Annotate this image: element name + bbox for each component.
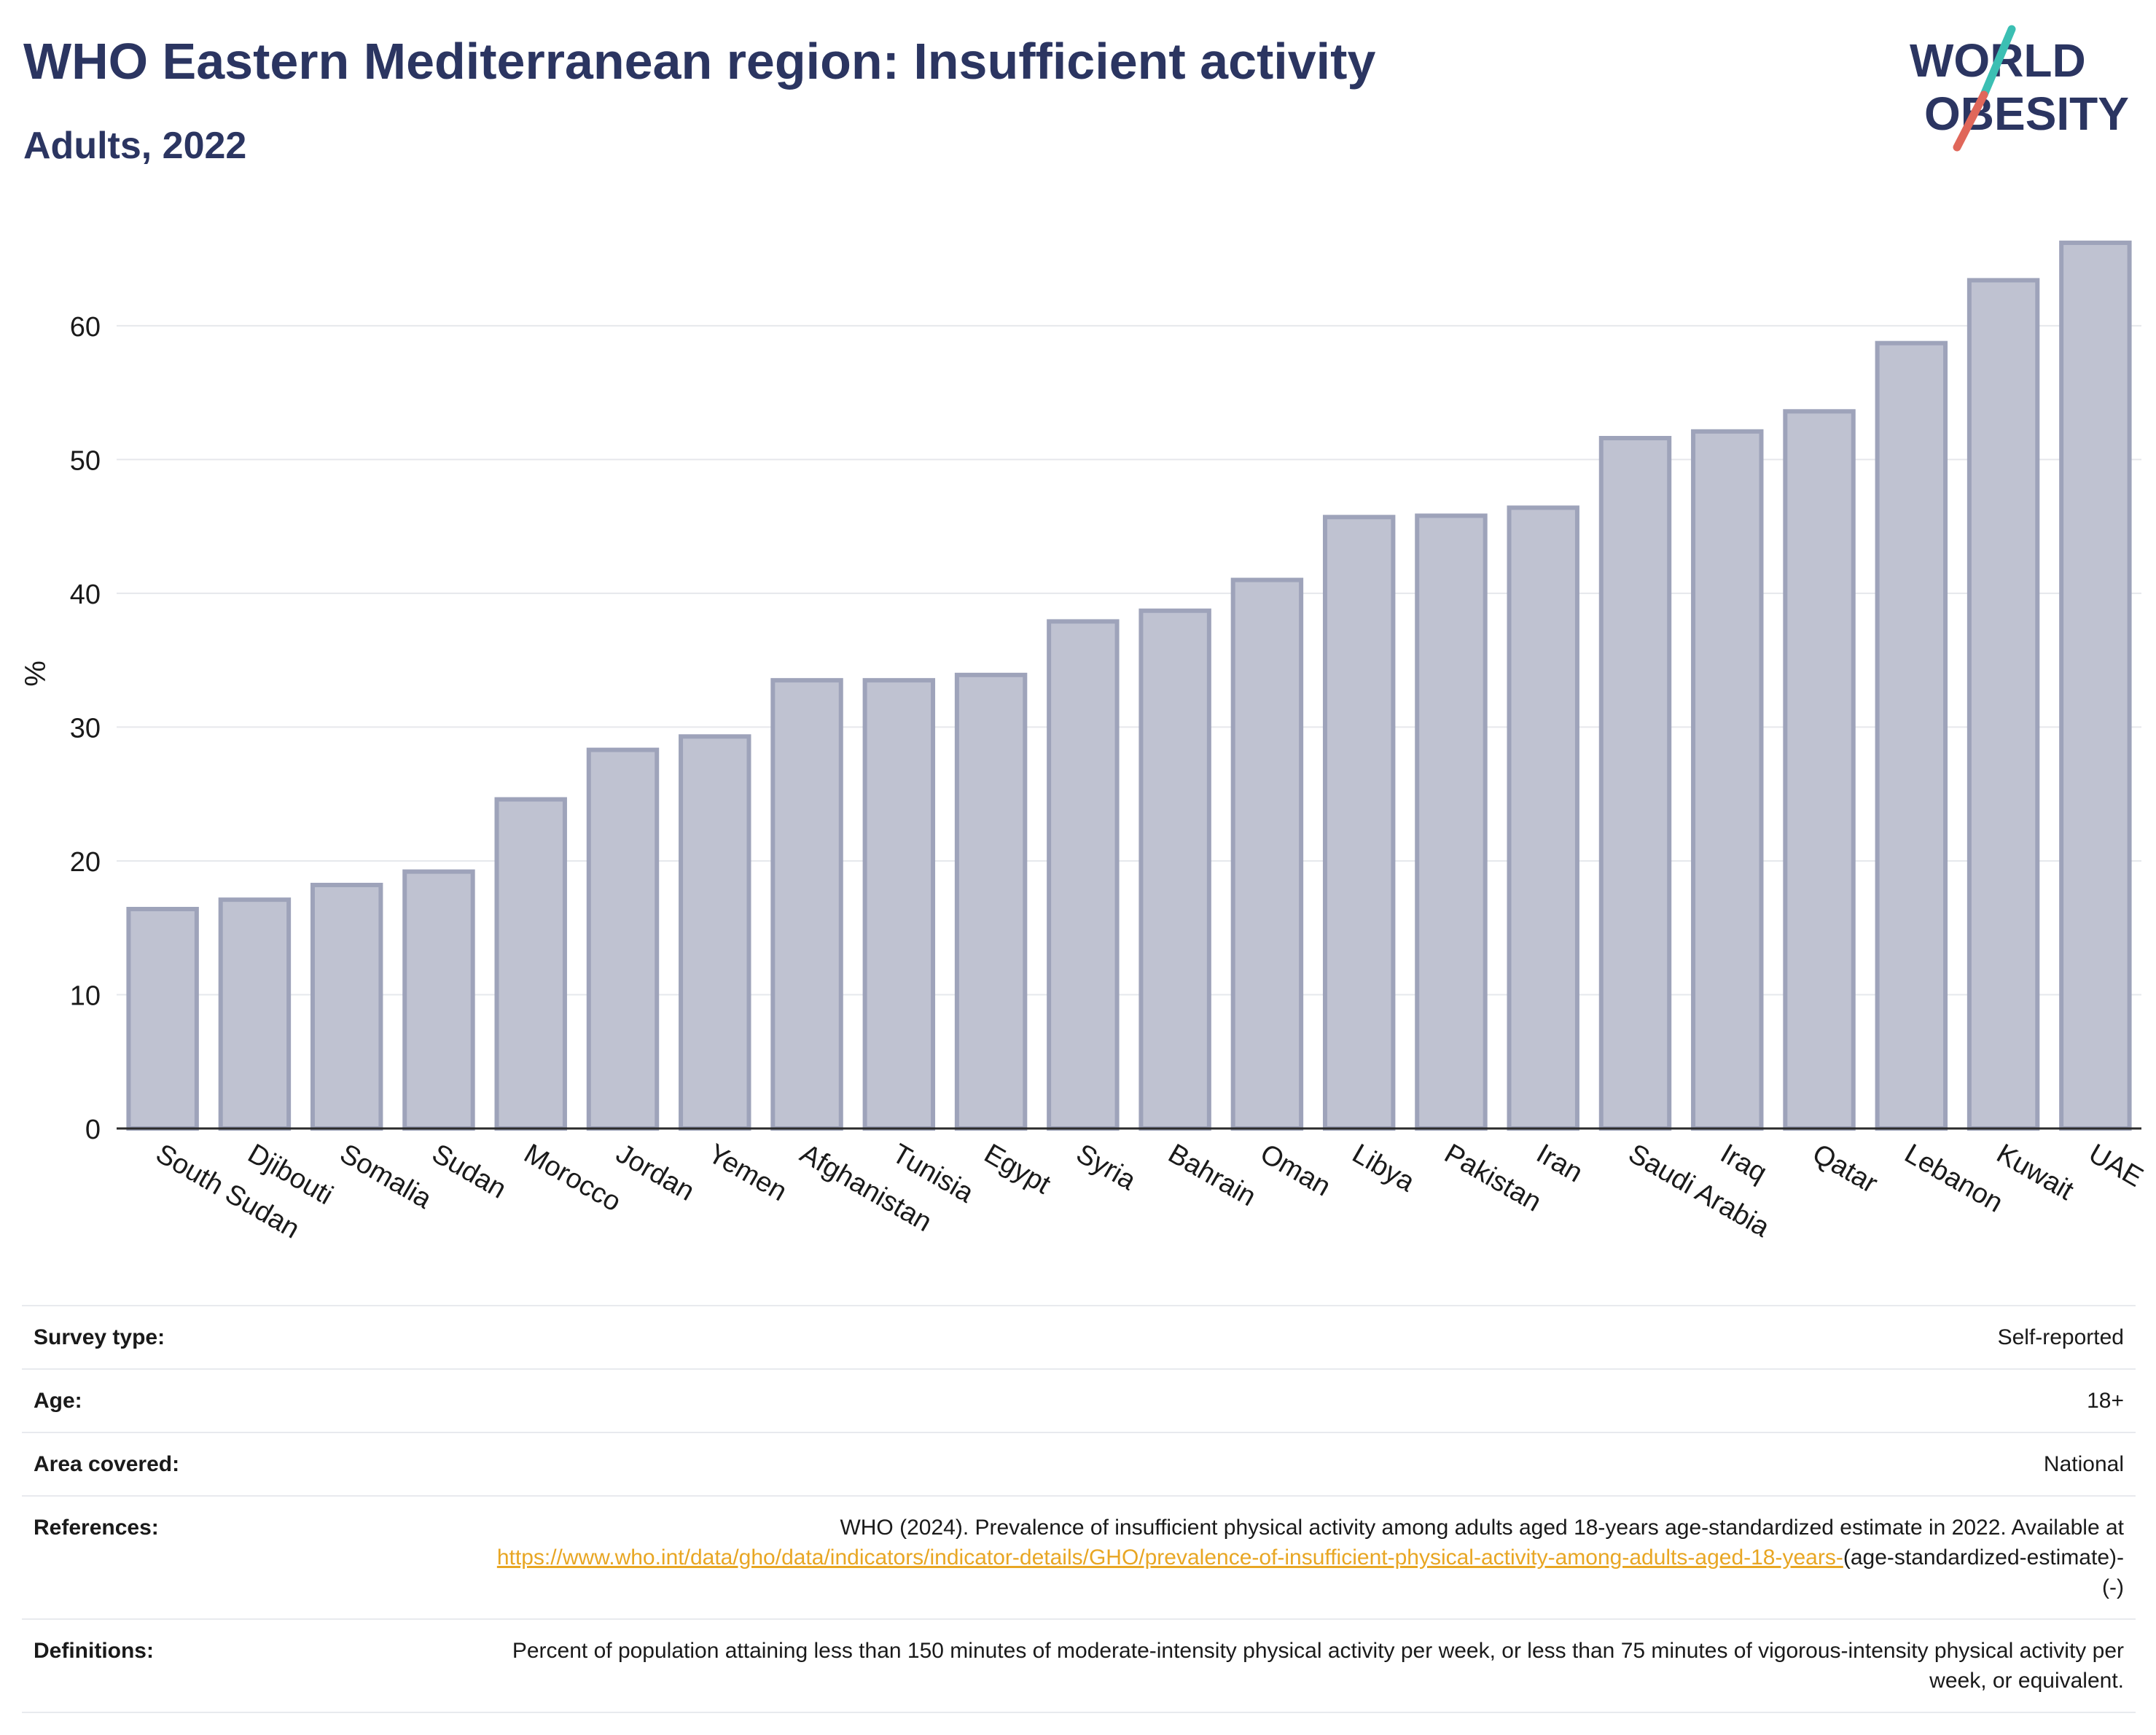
x-tick-label: UAE bbox=[2083, 1138, 2148, 1193]
bars bbox=[126, 241, 2132, 1131]
info-row-area-covered: Area covered: National bbox=[22, 1432, 2136, 1496]
bar bbox=[770, 678, 843, 1131]
references-suffix: (age-standardized-estimate)-(-) bbox=[1843, 1545, 2124, 1599]
references-link[interactable]: https://www.who.int/data/gho/data/indica… bbox=[496, 1545, 1843, 1570]
info-value: 18+ bbox=[2087, 1389, 2124, 1413]
x-tick-label: Iraq bbox=[1715, 1138, 1772, 1188]
bar bbox=[1598, 435, 1672, 1131]
x-tick-label: Jordan bbox=[611, 1138, 700, 1206]
logo-slash-teal bbox=[1980, 25, 2016, 99]
bar bbox=[1138, 608, 1211, 1131]
bar bbox=[1691, 429, 1764, 1131]
y-tick-label: 0 bbox=[85, 1115, 101, 1145]
x-tick-label: Bahrain bbox=[1163, 1138, 1261, 1212]
bar bbox=[586, 747, 660, 1131]
bar bbox=[679, 734, 751, 1131]
x-tick-label: Syria bbox=[1071, 1138, 1141, 1196]
bar bbox=[2059, 241, 2132, 1131]
bar bbox=[1783, 409, 1856, 1131]
definitions-value: Percent of population attaining less tha… bbox=[512, 1639, 2124, 1693]
x-tick-label: Sudan bbox=[426, 1138, 511, 1204]
y-tick-label: 40 bbox=[70, 580, 101, 610]
info-row-survey-type: Survey type: Self-reported bbox=[22, 1306, 2136, 1369]
x-tick-label: Libya bbox=[1347, 1138, 1420, 1198]
info-label: Definitions: bbox=[34, 1639, 154, 1663]
x-tick-label: Egypt bbox=[979, 1138, 1056, 1200]
info-row-age: Age: 18+ bbox=[22, 1369, 2136, 1432]
bar bbox=[1415, 513, 1488, 1131]
bar bbox=[954, 672, 1028, 1131]
info-row-definitions: Definitions: Percent of population attai… bbox=[22, 1619, 2136, 1712]
info-value: Self-reported bbox=[1997, 1325, 2124, 1349]
bar-chart: 0 10 20 30 40 50 60 South SudanDjiboutiSomalia… bbox=[20, 241, 2148, 1245]
references-value: WHO (2024). Prevalence of insufficient p… bbox=[483, 1496, 2136, 1619]
bar bbox=[218, 897, 292, 1131]
references-text: WHO (2024). Prevalence of insufficient p… bbox=[840, 1516, 2124, 1540]
x-tick-label: Pakistan bbox=[1439, 1138, 1546, 1217]
info-table: Survey type: Self-reported Age: 18+ Area… bbox=[22, 1305, 2136, 1713]
info-label: Survey type: bbox=[34, 1325, 165, 1349]
bar bbox=[1230, 577, 1304, 1131]
bar bbox=[402, 869, 475, 1131]
y-tick-label: 30 bbox=[70, 713, 101, 744]
bar bbox=[310, 882, 383, 1131]
chart-title: WHO Eastern Mediterranean region: Insuff… bbox=[23, 33, 1376, 90]
info-row-references: References: WHO (2024). Prevalence of in… bbox=[22, 1496, 2136, 1619]
x-tick-label: Yemen bbox=[703, 1138, 792, 1207]
bar bbox=[1322, 515, 1396, 1131]
x-tick-label: Lebanon bbox=[1899, 1138, 2008, 1218]
bar bbox=[1047, 619, 1120, 1131]
bar bbox=[862, 678, 936, 1131]
bar bbox=[494, 797, 567, 1131]
bar bbox=[126, 907, 199, 1131]
bar bbox=[1966, 278, 2040, 1131]
x-tick-label: Oman bbox=[1255, 1138, 1336, 1202]
y-tick-label: 60 bbox=[70, 312, 101, 343]
x-tick-label: Somalia bbox=[335, 1138, 437, 1214]
info-label: References: bbox=[34, 1516, 159, 1540]
info-value: National bbox=[2043, 1452, 2124, 1476]
y-tick-label: 10 bbox=[70, 980, 101, 1011]
world-obesity-logo: WORLD OBESITY bbox=[1910, 25, 2129, 152]
x-tick-label: Morocco bbox=[519, 1138, 626, 1217]
x-tick-label: Qatar bbox=[1808, 1138, 1883, 1199]
chart-subtitle: Adults, 2022 bbox=[23, 125, 247, 167]
logo-text-obesity: OBESITY bbox=[1924, 87, 2129, 140]
y-tick-label: 20 bbox=[70, 847, 101, 878]
info-label: Age: bbox=[34, 1389, 82, 1413]
y-tick-labels: 0 10 20 30 40 50 60 bbox=[70, 312, 101, 1145]
x-tick-label: Iran bbox=[1531, 1138, 1588, 1188]
y-tick-label: 50 bbox=[70, 445, 101, 476]
y-axis-label: % bbox=[20, 660, 52, 687]
bar bbox=[1507, 505, 1579, 1131]
bar bbox=[1875, 340, 1948, 1131]
logo-slash-coral bbox=[1953, 90, 1988, 152]
info-label: Area covered: bbox=[34, 1452, 180, 1476]
